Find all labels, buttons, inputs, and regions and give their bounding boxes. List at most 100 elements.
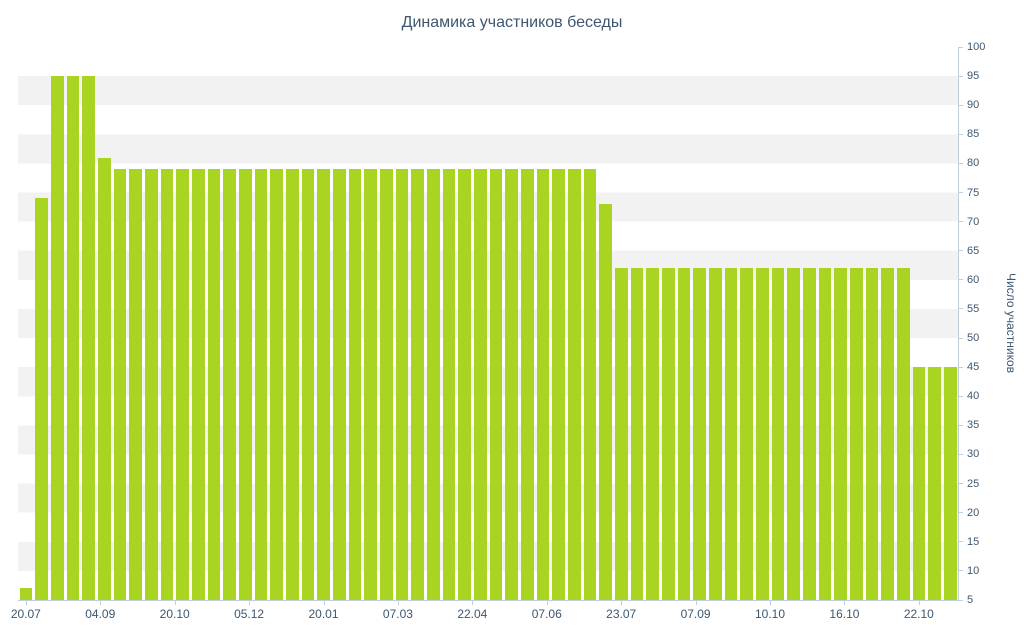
y-axis: 100 95 90 85 80 75 70 65 60 55 50 45 40 35 30 25 20 15 10 5 xyxy=(958,41,1018,606)
x-axis-tick-label: 20.07 xyxy=(10,607,41,621)
bar xyxy=(50,76,64,600)
y-axis-tick-label: 80 xyxy=(967,157,980,170)
bar xyxy=(442,169,456,600)
bar xyxy=(677,268,691,600)
y-axis-tick-label: 70 xyxy=(967,215,980,228)
x-axis: 20.07 04.09 20.10 05.12 20.01 07.03 22.04 07.06… xyxy=(11,600,958,630)
y-axis-tick-label: 90 xyxy=(967,99,980,112)
bar xyxy=(756,268,769,600)
bar xyxy=(348,169,362,600)
x-axis-tick-label: 22.10 xyxy=(903,607,934,621)
y-axis-tick-label: 45 xyxy=(967,361,980,374)
x-axis-tick-label: 05.12 xyxy=(234,607,265,621)
y-axis-tick-label: 20 xyxy=(967,506,980,519)
y-axis-tick xyxy=(958,395,963,397)
y-axis-tick-label: 5 xyxy=(967,594,974,606)
y-axis-tick xyxy=(958,570,963,572)
y-axis-tick-label: 50 xyxy=(967,332,980,345)
y-axis-tick-label: 95 xyxy=(967,70,980,83)
y-axis-tick xyxy=(958,221,963,223)
bar xyxy=(944,367,957,600)
bar xyxy=(928,367,942,600)
bar xyxy=(426,169,440,600)
bar xyxy=(332,169,346,600)
y-axis-tick xyxy=(958,483,963,485)
bar xyxy=(568,169,581,600)
y-axis-tick-label: 85 xyxy=(967,128,980,141)
y-axis-tick-label: 100 xyxy=(967,41,986,53)
x-axis-tick xyxy=(918,600,920,605)
bar xyxy=(912,367,926,600)
chart-title: Динамика участников беседы xyxy=(401,14,623,31)
x-axis-tick xyxy=(100,600,102,605)
y-axis-tick-label: 65 xyxy=(967,244,980,257)
bar xyxy=(379,169,393,600)
y-axis-tick-label: 35 xyxy=(967,419,980,432)
bar xyxy=(803,268,816,600)
bar xyxy=(144,169,158,600)
bar xyxy=(285,169,299,600)
bar xyxy=(270,169,283,600)
x-axis-tick xyxy=(621,600,623,605)
bar xyxy=(238,169,252,600)
y-axis-title: Число участников xyxy=(1004,47,1018,600)
y-axis-tick xyxy=(958,192,963,194)
bar xyxy=(693,268,707,600)
bar xyxy=(317,169,330,600)
bar xyxy=(254,169,268,600)
x-axis-tick xyxy=(174,600,176,605)
bar xyxy=(473,169,487,600)
bar xyxy=(834,268,848,600)
bar xyxy=(160,169,174,600)
y-axis-tick-label: 60 xyxy=(967,273,980,286)
bar xyxy=(818,268,832,600)
y-axis-tick xyxy=(958,46,963,48)
bar xyxy=(630,268,644,600)
bar xyxy=(865,268,879,600)
bars-container xyxy=(18,47,958,600)
y-axis-tick-label: 55 xyxy=(967,302,980,315)
bar xyxy=(740,268,754,600)
bar xyxy=(771,268,785,600)
x-axis-tick xyxy=(770,600,771,605)
bar xyxy=(82,76,95,600)
bar xyxy=(552,169,566,600)
y-axis-tick xyxy=(958,308,963,310)
y-axis-tick xyxy=(958,599,963,601)
x-axis-tick-label: 16.10 xyxy=(829,607,860,621)
bar xyxy=(615,268,628,600)
bar xyxy=(35,198,48,600)
x-axis-tick-label: 20.10 xyxy=(159,607,190,621)
bar xyxy=(66,76,80,600)
y-axis-title-text: Число участников xyxy=(1004,273,1018,374)
x-axis-tick-label: 23.07 xyxy=(606,607,637,621)
bar xyxy=(395,169,409,600)
y-axis-tick-label: 40 xyxy=(967,390,980,403)
bar xyxy=(646,268,660,600)
bar xyxy=(536,169,550,600)
x-axis-tick xyxy=(695,600,697,605)
bar xyxy=(850,268,863,600)
x-axis-tick xyxy=(546,600,548,605)
x-axis-tick-label: 07.03 xyxy=(382,607,413,621)
bar xyxy=(113,169,127,600)
y-axis-tick xyxy=(958,162,963,164)
y-axis-tick xyxy=(958,133,963,135)
y-axis-tick xyxy=(958,279,963,281)
bar xyxy=(458,169,471,600)
x-axis-tick xyxy=(472,600,474,605)
y-axis-tick xyxy=(958,75,963,77)
y-axis-tick xyxy=(958,424,963,426)
y-axis-tick-label: 75 xyxy=(967,186,980,199)
bar xyxy=(521,169,534,600)
y-axis-tick xyxy=(958,541,963,543)
y-axis-tick-label: 10 xyxy=(967,564,980,577)
bar xyxy=(301,169,315,600)
y-axis-tick xyxy=(958,512,963,514)
bar xyxy=(129,169,142,600)
x-axis-tick xyxy=(844,600,846,605)
x-axis-tick-label: 10.10 xyxy=(754,607,786,621)
bar xyxy=(787,268,801,600)
bar xyxy=(364,169,377,600)
